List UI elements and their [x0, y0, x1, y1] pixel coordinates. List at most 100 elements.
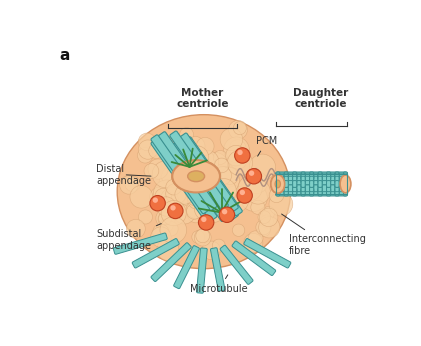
FancyBboxPatch shape	[301, 185, 305, 192]
FancyBboxPatch shape	[197, 248, 207, 293]
FancyBboxPatch shape	[277, 172, 347, 179]
FancyBboxPatch shape	[335, 189, 339, 196]
Circle shape	[156, 209, 175, 228]
FancyBboxPatch shape	[276, 188, 280, 195]
FancyBboxPatch shape	[344, 188, 348, 195]
FancyBboxPatch shape	[344, 172, 348, 179]
FancyBboxPatch shape	[327, 189, 330, 196]
FancyBboxPatch shape	[284, 172, 288, 179]
FancyBboxPatch shape	[276, 181, 280, 187]
FancyBboxPatch shape	[293, 176, 297, 183]
Circle shape	[258, 224, 270, 237]
Circle shape	[258, 211, 271, 224]
Circle shape	[138, 133, 156, 151]
Circle shape	[194, 229, 211, 246]
FancyBboxPatch shape	[293, 185, 297, 192]
FancyBboxPatch shape	[277, 176, 347, 183]
Circle shape	[190, 171, 217, 197]
Circle shape	[149, 143, 164, 158]
FancyBboxPatch shape	[184, 137, 242, 216]
Circle shape	[213, 151, 227, 164]
FancyBboxPatch shape	[309, 173, 314, 180]
Ellipse shape	[275, 180, 280, 188]
FancyBboxPatch shape	[301, 176, 305, 183]
FancyBboxPatch shape	[301, 188, 305, 195]
FancyBboxPatch shape	[276, 185, 280, 192]
Circle shape	[171, 205, 176, 210]
Circle shape	[198, 215, 214, 230]
FancyBboxPatch shape	[220, 245, 253, 284]
Circle shape	[227, 151, 253, 175]
FancyBboxPatch shape	[335, 173, 339, 180]
Circle shape	[208, 165, 229, 187]
Circle shape	[157, 239, 179, 261]
Circle shape	[209, 186, 221, 199]
FancyBboxPatch shape	[309, 172, 314, 179]
Circle shape	[196, 137, 214, 155]
FancyBboxPatch shape	[158, 142, 217, 221]
Circle shape	[180, 165, 195, 180]
FancyBboxPatch shape	[284, 188, 288, 195]
Circle shape	[196, 229, 210, 243]
FancyBboxPatch shape	[284, 181, 288, 187]
FancyBboxPatch shape	[158, 132, 217, 211]
FancyBboxPatch shape	[301, 185, 305, 192]
FancyBboxPatch shape	[344, 188, 348, 195]
FancyBboxPatch shape	[335, 181, 339, 187]
FancyBboxPatch shape	[276, 189, 280, 196]
Circle shape	[194, 151, 216, 173]
Circle shape	[249, 154, 276, 181]
FancyBboxPatch shape	[293, 176, 297, 183]
Circle shape	[150, 195, 165, 211]
FancyBboxPatch shape	[293, 189, 297, 196]
Circle shape	[138, 140, 157, 159]
Circle shape	[238, 176, 262, 200]
Circle shape	[260, 215, 273, 228]
Circle shape	[194, 184, 208, 198]
FancyBboxPatch shape	[244, 238, 291, 268]
Text: a: a	[60, 48, 70, 63]
FancyBboxPatch shape	[277, 173, 347, 180]
FancyBboxPatch shape	[335, 181, 339, 187]
Circle shape	[163, 221, 178, 236]
Circle shape	[199, 183, 220, 204]
Circle shape	[168, 203, 183, 219]
Circle shape	[214, 158, 229, 173]
FancyBboxPatch shape	[301, 176, 305, 183]
Circle shape	[251, 200, 265, 214]
FancyBboxPatch shape	[309, 185, 314, 192]
FancyBboxPatch shape	[284, 185, 288, 192]
Circle shape	[185, 136, 205, 156]
FancyBboxPatch shape	[173, 246, 200, 289]
FancyBboxPatch shape	[327, 188, 330, 195]
FancyBboxPatch shape	[276, 173, 280, 180]
Ellipse shape	[271, 175, 285, 193]
FancyBboxPatch shape	[318, 176, 322, 183]
FancyBboxPatch shape	[277, 181, 347, 187]
FancyBboxPatch shape	[318, 176, 322, 183]
FancyBboxPatch shape	[284, 188, 288, 195]
Circle shape	[160, 188, 184, 211]
FancyBboxPatch shape	[344, 176, 348, 183]
FancyBboxPatch shape	[335, 172, 339, 179]
FancyBboxPatch shape	[180, 140, 238, 219]
Circle shape	[126, 219, 145, 238]
Circle shape	[194, 181, 216, 202]
FancyBboxPatch shape	[344, 181, 348, 187]
Circle shape	[208, 183, 222, 198]
Ellipse shape	[117, 115, 290, 269]
Circle shape	[208, 182, 224, 197]
FancyBboxPatch shape	[276, 176, 280, 183]
FancyBboxPatch shape	[293, 188, 297, 195]
FancyBboxPatch shape	[327, 185, 330, 192]
Circle shape	[155, 188, 171, 205]
Circle shape	[154, 180, 180, 206]
FancyBboxPatch shape	[284, 173, 288, 180]
FancyBboxPatch shape	[301, 173, 305, 180]
FancyBboxPatch shape	[327, 176, 330, 183]
FancyBboxPatch shape	[170, 131, 228, 210]
FancyBboxPatch shape	[301, 189, 305, 196]
Circle shape	[184, 175, 211, 202]
Circle shape	[244, 233, 263, 253]
FancyBboxPatch shape	[293, 185, 297, 192]
